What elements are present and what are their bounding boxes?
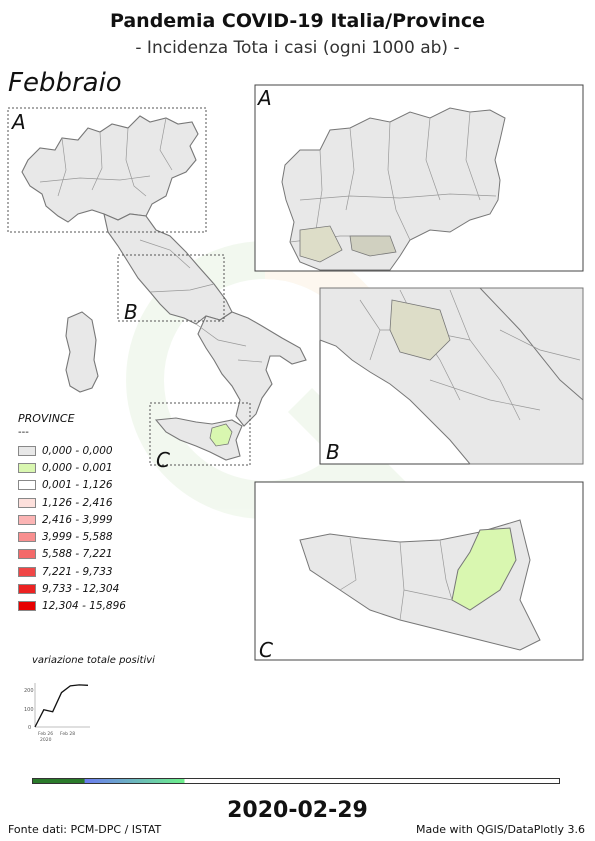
sardinia bbox=[65, 311, 99, 393]
timeline-progress bbox=[33, 779, 86, 783]
mini-chart-ytick: 100 bbox=[24, 707, 34, 713]
mini-chart-ytick: 200 bbox=[24, 688, 34, 694]
mini-chart: 200 100 0 Feb 26 2020 Feb 28 bbox=[24, 683, 90, 743]
legend-swatch bbox=[18, 462, 36, 473]
inset-a-label: A bbox=[258, 86, 272, 110]
legend-label: 3,999 - 5,588 bbox=[42, 531, 113, 544]
legend-item: 0,001 - 1,126 bbox=[18, 477, 158, 494]
legend-label: 0,000 - 0,000 bbox=[42, 444, 113, 457]
legend-label: 0,001 - 1,126 bbox=[42, 479, 113, 492]
legend-item: 0,000 - 0,001 bbox=[18, 459, 158, 476]
legend-label: 7,221 - 9,733 bbox=[42, 565, 113, 578]
month-label: Febbraio bbox=[8, 68, 122, 98]
legend-item: 2,416 - 3,999 bbox=[18, 511, 158, 528]
legend: PROVINCE --- 0,000 - 0,000 0,000 - 0,001 0… bbox=[18, 412, 158, 615]
mini-chart-xtick: Feb 26 bbox=[38, 731, 53, 737]
mini-chart-xtick: Feb 28 bbox=[60, 731, 75, 737]
mini-chart-line bbox=[34, 684, 89, 728]
sicily-highlight bbox=[209, 423, 233, 447]
page-subtitle: - Incidenza Tota i casi (ogni 1000 ab) - bbox=[135, 38, 460, 58]
legend-swatch bbox=[18, 584, 36, 595]
legend-label: 2,416 - 3,999 bbox=[42, 513, 113, 526]
current-date: 2020-02-29 bbox=[227, 798, 368, 823]
mini-chart-xtick-year: 2020 bbox=[40, 737, 52, 743]
mini-chart-title: variazione totale positivi bbox=[32, 655, 155, 666]
legend-item: 0,000 - 0,000 bbox=[18, 442, 158, 459]
legend-swatch bbox=[18, 549, 36, 560]
page-title: Pandemia COVID-19 Italia/Province bbox=[109, 10, 486, 32]
legend-item: 3,999 - 5,588 bbox=[18, 528, 158, 545]
inset-b bbox=[319, 287, 584, 465]
timeline-bar bbox=[32, 778, 560, 784]
legend-swatch bbox=[18, 445, 36, 456]
legend-subtitle: --- bbox=[18, 427, 29, 438]
legend-swatch bbox=[18, 480, 36, 491]
credit: Made with QGIS/DataPlotly 3.6 bbox=[416, 823, 585, 836]
legend-swatch bbox=[18, 566, 36, 577]
legend-label: 1,126 - 2,416 bbox=[42, 496, 113, 509]
legend-label: 9,733 - 12,304 bbox=[42, 583, 120, 596]
legend-item: 9,733 - 12,304 bbox=[18, 580, 158, 597]
legend-label: 0,000 - 0,001 bbox=[42, 461, 113, 474]
inset-c-extent bbox=[149, 402, 251, 466]
legend-item: 5,588 - 7,221 bbox=[18, 546, 158, 563]
inset-b-label-small: B bbox=[124, 300, 138, 324]
legend-swatch bbox=[18, 532, 36, 543]
inset-a-extent bbox=[7, 107, 207, 233]
region-borders bbox=[39, 117, 263, 363]
inset-c-label: C bbox=[259, 638, 273, 662]
legend-item: 1,126 - 2,416 bbox=[18, 494, 158, 511]
legend-item: 7,221 - 9,733 bbox=[18, 563, 158, 580]
inset-c bbox=[254, 481, 584, 661]
inset-c-label-small: C bbox=[156, 448, 170, 472]
inset-b-extent bbox=[117, 254, 225, 322]
legend-swatch bbox=[18, 497, 36, 508]
data-source: Fonte dati: PCM-DPC / ISTAT bbox=[8, 823, 162, 836]
mini-chart-ytick: 0 bbox=[28, 725, 31, 731]
legend-swatch bbox=[18, 514, 36, 525]
inset-a-label-small: A bbox=[12, 110, 26, 134]
legend-swatch bbox=[18, 601, 36, 612]
northern-italy bbox=[21, 115, 199, 223]
timeline-window bbox=[84, 779, 185, 783]
legend-label: 5,588 - 7,221 bbox=[42, 548, 113, 561]
legend-title: PROVINCE bbox=[18, 412, 75, 425]
italy-map bbox=[21, 115, 307, 461]
southern-italy bbox=[197, 311, 307, 427]
legend-label: 12,304 - 15,896 bbox=[42, 600, 126, 613]
inset-b-label: B bbox=[326, 440, 340, 464]
inset-a bbox=[254, 84, 584, 272]
legend-item: 12,304 - 15,896 bbox=[18, 598, 158, 615]
